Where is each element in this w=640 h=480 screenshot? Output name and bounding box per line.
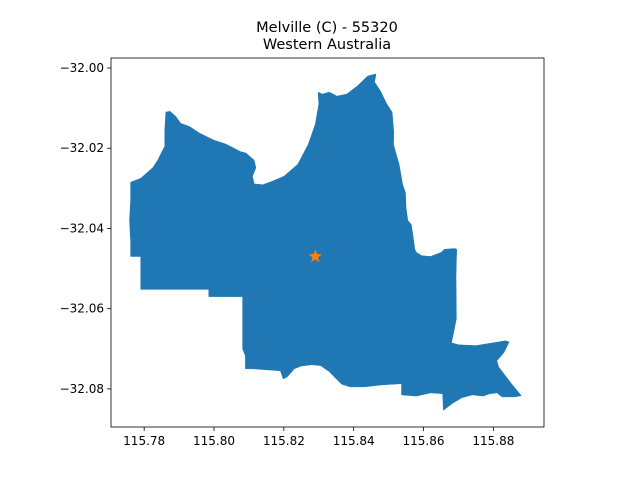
y-axis: −32.00 −32.02 −32.04 −32.06 −32.08	[60, 61, 111, 396]
x-tick-label: 115.78	[123, 434, 165, 448]
chart-title: Melville (C) - 55320	[256, 20, 398, 36]
x-tick-label: 115.84	[333, 434, 375, 448]
x-axis: 115.78 115.80 115.82 115.84 115.86 115.88	[123, 427, 514, 448]
chart-subtitle: Western Australia	[263, 37, 391, 53]
x-tick-label: 115.86	[403, 434, 445, 448]
y-tick-label: −32.04	[60, 221, 104, 235]
axes-frame	[110, 57, 545, 428]
x-tick-label: 115.80	[193, 434, 235, 448]
y-tick-label: −32.02	[60, 141, 104, 155]
y-tick-label: −32.06	[60, 302, 104, 316]
y-tick-label: −32.00	[60, 61, 104, 75]
y-tick-label: −32.08	[60, 382, 104, 396]
region-shape-melville	[129, 73, 522, 411]
plot-area	[129, 73, 522, 411]
x-tick-label: 115.82	[263, 434, 305, 448]
center-star-marker	[308, 249, 323, 263]
x-tick-label: 115.88	[472, 434, 514, 448]
